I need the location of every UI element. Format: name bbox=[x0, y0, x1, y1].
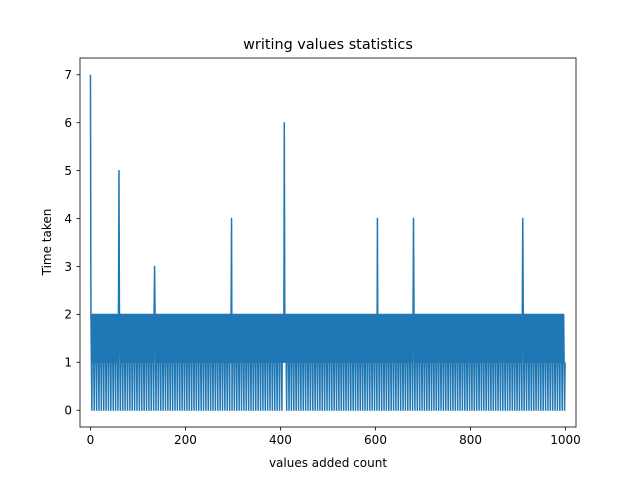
y-axis-ticks: 0 1 2 3 4 5 6 7 bbox=[64, 68, 80, 418]
x-tick-label: 200 bbox=[174, 433, 197, 447]
y-tick-label: 7 bbox=[64, 68, 72, 82]
y-axis-label: Time taken bbox=[40, 209, 54, 277]
x-tick-label: 800 bbox=[459, 433, 482, 447]
y-tick-label: 2 bbox=[64, 308, 72, 322]
y-tick-label: 5 bbox=[64, 164, 72, 178]
y-tick-label: 4 bbox=[64, 212, 72, 226]
x-tick-label: 600 bbox=[364, 433, 387, 447]
x-tick-label: 0 bbox=[87, 433, 95, 447]
y-tick-label: 1 bbox=[64, 356, 72, 370]
x-tick-label: 1000 bbox=[550, 433, 581, 447]
y-tick-label: 3 bbox=[64, 260, 72, 274]
y-tick-label: 6 bbox=[64, 116, 72, 130]
series-line bbox=[89, 74, 566, 411]
y-tick-label: 0 bbox=[64, 404, 72, 418]
plot-area bbox=[89, 74, 566, 411]
plot-frame bbox=[79, 57, 577, 428]
x-axis-label: values added count bbox=[269, 456, 387, 470]
x-tick-label: 400 bbox=[269, 433, 292, 447]
x-axis-ticks: 0 200 400 600 800 1000 bbox=[87, 427, 581, 447]
chart-title: writing values statistics bbox=[243, 37, 413, 53]
